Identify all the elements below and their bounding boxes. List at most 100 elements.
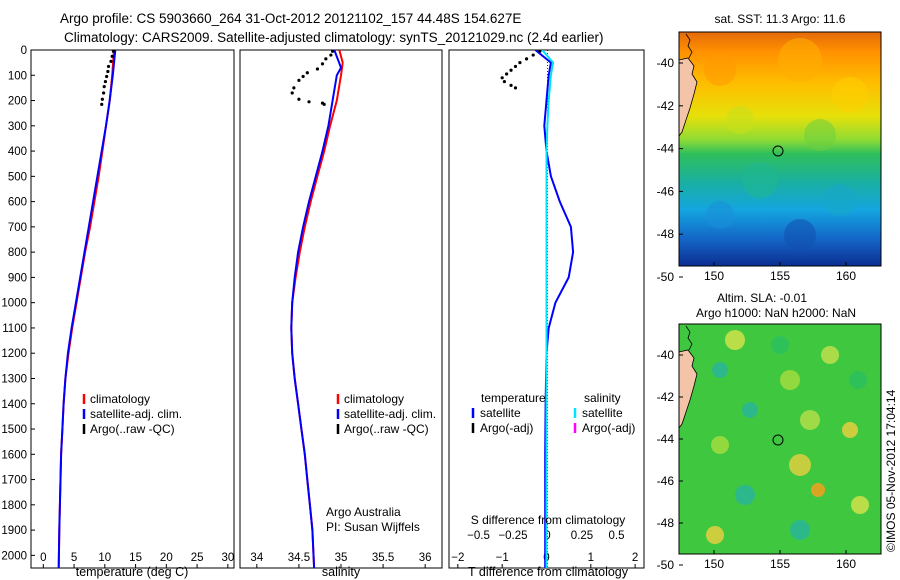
- depth-tick-label: 100: [8, 70, 27, 82]
- sst-map-landmass: [678, 57, 698, 138]
- depth-tick-label: 700: [8, 222, 27, 234]
- depth-axis: 0 100 200 300 400 500 600 700 800 900 1000 1100 1200…: [1, 45, 35, 562]
- map-y-tick-label: -44: [657, 432, 675, 446]
- legend-label: Argo(..raw -QC): [344, 422, 429, 436]
- map-y-tick-label: -48: [657, 227, 675, 241]
- salinity-annotation-line2: PI: Susan Wijffels: [326, 520, 420, 534]
- map-y-tick-label: -46: [657, 474, 675, 488]
- map-y-tick-label: -40: [657, 56, 675, 70]
- series-point: [513, 64, 518, 69]
- depth-tick-label: 900: [8, 272, 27, 284]
- sst-map: sat. SST: 11.3 Argo: 11.6 150 155 160 -40 -4…: [657, 12, 882, 284]
- series-point: [105, 74, 109, 79]
- map-x-tick-label: 155: [770, 557, 790, 571]
- x-tick-label: 1: [588, 552, 594, 564]
- x-tick-label: −2: [451, 552, 464, 564]
- s-difference-tick-label: 0.25: [571, 530, 593, 542]
- depth-tick-label: 1800: [1, 500, 27, 512]
- depth-tick-label: 600: [8, 197, 27, 209]
- depth-tick-label: 1300: [1, 373, 27, 385]
- legend-label: satellite: [582, 406, 623, 420]
- x-tick-label: 5: [71, 552, 77, 564]
- depth-tick-label: 400: [8, 146, 27, 158]
- sla-map: Altim. SLA: -0.01 Argo h1000: NaN h2000:…: [657, 291, 882, 572]
- sst-map-texture: [704, 38, 868, 251]
- difference-panel: −2 −1 0 1 2 −0.5 −0.25 0 0.25 0.5 temperaturesat…: [448, 49, 645, 579]
- depth-tick-label: 1900: [1, 525, 27, 537]
- series-point: [301, 74, 305, 79]
- s-difference-tick-label: 0.5: [609, 530, 625, 542]
- series-point: [101, 91, 106, 95]
- series-point: [330, 50, 335, 53]
- s-difference-tick-label: −0.5: [467, 530, 490, 542]
- series-point: [106, 69, 110, 74]
- depth-tick-label: 1700: [1, 475, 27, 487]
- sla-profile-location-marker: [772, 434, 784, 446]
- depth-tick-label: 1500: [1, 424, 27, 436]
- series-point: [307, 100, 311, 104]
- legend-label: climatology: [344, 392, 404, 406]
- t-difference-axis-label: T difference from climatology: [468, 565, 629, 579]
- depth-tick-label: 0: [21, 45, 27, 57]
- sla-map-landmass: [678, 349, 698, 430]
- depth-tick-label: 1600: [1, 449, 27, 461]
- series-point: [292, 86, 296, 90]
- depth-tick-label: 800: [8, 247, 27, 259]
- sla-map-axes: 150 155 160 -40 -42 -44 -46 -48 -50: [657, 348, 857, 572]
- map-y-tick-label: -46: [657, 184, 675, 198]
- series-point: [509, 68, 513, 72]
- map-y-tick-label: -44: [657, 142, 675, 156]
- figure-title-line1: Argo profile: CS 5903660_264 31-Oct-2012…: [60, 11, 521, 26]
- series-point: [324, 57, 328, 61]
- depth-tick-label: 200: [8, 96, 27, 108]
- x-tick-label: 25: [191, 552, 204, 564]
- sla-map-title-line2: Argo h1000: NaN h2000: NaN: [696, 306, 856, 320]
- temperature-x-axis: 0 5 10 15 20 25 30: [40, 552, 234, 568]
- sst-map-coastline: [685, 33, 693, 59]
- series-point: [322, 102, 326, 106]
- map-x-tick-label: 150: [704, 269, 724, 283]
- legend-label: Argo(-adj): [582, 421, 635, 435]
- temperature-axes-frame: [30, 49, 235, 569]
- depth-tick-label: 1000: [1, 298, 27, 310]
- x-tick-label: 30: [221, 552, 234, 564]
- series-point: [513, 86, 518, 90]
- series-point: [524, 57, 529, 61]
- sla-map-coastline: [685, 325, 693, 351]
- depth-tick-label: 300: [8, 121, 27, 133]
- series-point: [305, 71, 309, 75]
- sst-map-title: sat. SST: 11.3 Argo: 11.6: [715, 12, 846, 26]
- series-point: [538, 50, 542, 53]
- salinity-axes-frame: [239, 49, 443, 569]
- salinity-axis-label: salinity: [322, 565, 361, 579]
- series-point: [500, 76, 504, 80]
- legend-label: climatology: [90, 392, 150, 406]
- series-point: [502, 79, 506, 84]
- legend-label: satellite-adj. clim.: [344, 407, 436, 421]
- x-tick-label: 20: [160, 552, 173, 564]
- depth-tick-label: 500: [8, 171, 27, 183]
- x-tick-label: −1: [496, 552, 509, 564]
- series-point: [111, 50, 116, 53]
- depth-tick-label: 1100: [2, 323, 27, 335]
- difference-legend: temperaturesatelliteArgo(-adj)salinitysa…: [471, 391, 635, 435]
- series-point: [110, 54, 114, 58]
- depth-tick-label: 1200: [1, 348, 27, 360]
- series-point: [531, 53, 535, 57]
- sla-map-title-line1: Altim. SLA: -0.01: [717, 291, 807, 305]
- salinity-x-axis: 34 34.5 35 35.5 36: [250, 552, 432, 568]
- series-point: [320, 62, 325, 66]
- map-y-tick-label: -42: [657, 390, 675, 404]
- map-y-tick-label: -40: [657, 348, 675, 362]
- depth-tick-label: 2000: [1, 550, 27, 562]
- series-point: [315, 67, 320, 71]
- series-point: [100, 97, 104, 101]
- series-point: [505, 72, 509, 76]
- x-tick-label: 35.5: [372, 552, 394, 564]
- sla-map-field: [679, 324, 881, 554]
- salinity-annotation-line1: Argo Australia: [326, 505, 401, 519]
- legend-group-header: salinity: [584, 391, 621, 405]
- series-line: [57, 50, 117, 568]
